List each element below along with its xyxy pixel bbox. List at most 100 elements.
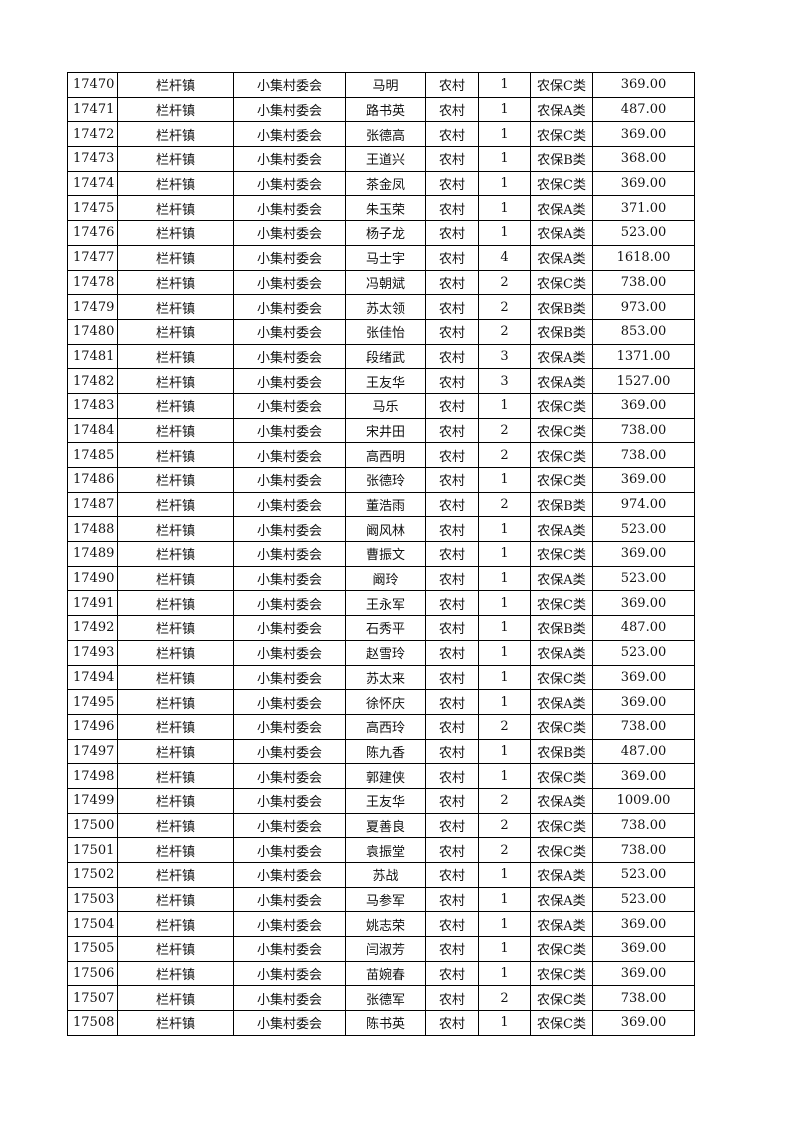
record-id-cell: 17490 — [67, 565, 118, 592]
residence-type-cell: 农村 — [425, 960, 479, 987]
table-row: 17486 栏杆镇 小集村委会 张德玲 农村 1 农保C类 369.00 — [67, 467, 695, 493]
amount-cell: 738.00 — [592, 713, 695, 740]
amount-cell: 523.00 — [592, 565, 695, 592]
person-name-cell: 张德军 — [345, 985, 426, 1012]
household-count-cell: 1 — [478, 170, 531, 197]
person-name-cell: 马参军 — [345, 886, 426, 913]
record-id-cell: 17473 — [67, 146, 118, 172]
insurance-category-cell: 农保C类 — [530, 72, 593, 98]
residence-type-cell: 农村 — [425, 615, 479, 641]
insurance-category-cell: 农保A类 — [530, 911, 593, 938]
town-cell: 栏杆镇 — [117, 615, 234, 641]
village-committee-cell: 小集村委会 — [233, 244, 346, 271]
amount-cell: 369.00 — [592, 689, 695, 715]
village-committee-cell: 小集村委会 — [233, 960, 346, 987]
village-committee-cell: 小集村委会 — [233, 72, 346, 98]
record-id-cell: 17476 — [67, 220, 118, 246]
town-cell: 栏杆镇 — [117, 985, 234, 1012]
town-cell: 栏杆镇 — [117, 195, 234, 222]
record-id-cell: 17491 — [67, 590, 118, 617]
record-id-cell: 17486 — [67, 467, 118, 493]
amount-cell: 1371.00 — [592, 343, 695, 370]
residence-type-cell: 农村 — [425, 146, 479, 172]
town-cell: 栏杆镇 — [117, 269, 234, 296]
record-id-cell: 17485 — [67, 442, 118, 468]
record-id-cell: 17502 — [67, 862, 118, 888]
person-name-cell: 王友华 — [345, 368, 426, 394]
record-id-cell: 17495 — [67, 689, 118, 715]
household-count-cell: 1 — [478, 146, 531, 172]
residence-type-cell: 农村 — [425, 170, 479, 197]
residence-type-cell: 农村 — [425, 72, 479, 98]
person-name-cell: 苏战 — [345, 862, 426, 888]
residence-type-cell: 农村 — [425, 343, 479, 370]
table-row: 17497 栏杆镇 小集村委会 陈九香 农村 1 农保B类 487.00 — [67, 738, 695, 765]
insurance-category-cell: 农保C类 — [530, 467, 593, 493]
record-id-cell: 17488 — [67, 516, 118, 543]
amount-cell: 487.00 — [592, 738, 695, 765]
table-row: 17477 栏杆镇 小集村委会 马士宇 农村 4 农保A类 1618.00 — [67, 244, 695, 271]
village-committee-cell: 小集村委会 — [233, 491, 346, 518]
person-name-cell: 闫淑芳 — [345, 936, 426, 962]
record-id-cell: 17481 — [67, 343, 118, 370]
residence-type-cell: 农村 — [425, 269, 479, 296]
residence-type-cell: 农村 — [425, 541, 479, 567]
town-cell: 栏杆镇 — [117, 664, 234, 691]
amount-cell: 523.00 — [592, 862, 695, 888]
town-cell: 栏杆镇 — [117, 220, 234, 246]
record-id-cell: 17487 — [67, 491, 118, 518]
table-row: 17501 栏杆镇 小集村委会 袁振堂 农村 2 农保C类 738.00 — [67, 837, 695, 863]
insurance-category-cell: 农保A类 — [530, 96, 593, 123]
table-row: 17496 栏杆镇 小集村委会 高西玲 农村 2 农保C类 738.00 — [67, 713, 695, 740]
record-id-cell: 17494 — [67, 664, 118, 691]
person-name-cell: 宋井田 — [345, 417, 426, 444]
town-cell: 栏杆镇 — [117, 639, 234, 666]
amount-cell: 369.00 — [592, 664, 695, 691]
record-id-cell: 17507 — [67, 985, 118, 1012]
household-count-cell: 2 — [478, 417, 531, 444]
residence-type-cell: 农村 — [425, 318, 479, 345]
household-count-cell: 1 — [478, 1010, 531, 1036]
town-cell: 栏杆镇 — [117, 960, 234, 987]
insurance-category-cell: 农保B类 — [530, 294, 593, 320]
town-cell: 栏杆镇 — [117, 738, 234, 765]
household-count-cell: 2 — [478, 269, 531, 296]
household-count-cell: 3 — [478, 368, 531, 394]
residence-type-cell: 农村 — [425, 1010, 479, 1036]
insurance-category-cell: 农保A类 — [530, 244, 593, 271]
record-id-cell: 17497 — [67, 738, 118, 765]
insurance-category-cell: 农保B类 — [530, 738, 593, 765]
record-id-cell: 17492 — [67, 615, 118, 641]
record-id-cell: 17478 — [67, 269, 118, 296]
village-committee-cell: 小集村委会 — [233, 516, 346, 543]
residence-type-cell: 农村 — [425, 442, 479, 468]
table-row: 17507 栏杆镇 小集村委会 张德军 农村 2 农保C类 738.00 — [67, 985, 695, 1012]
insurance-category-cell: 农保A类 — [530, 343, 593, 370]
amount-cell: 1009.00 — [592, 787, 695, 814]
amount-cell: 369.00 — [592, 121, 695, 148]
town-cell: 栏杆镇 — [117, 936, 234, 962]
village-committee-cell: 小集村委会 — [233, 738, 346, 765]
village-committee-cell: 小集村委会 — [233, 763, 346, 789]
household-count-cell: 3 — [478, 343, 531, 370]
household-count-cell: 2 — [478, 318, 531, 345]
residence-type-cell: 农村 — [425, 516, 479, 543]
record-id-cell: 17477 — [67, 244, 118, 271]
person-name-cell: 陈九香 — [345, 738, 426, 765]
village-committee-cell: 小集村委会 — [233, 96, 346, 123]
amount-cell: 523.00 — [592, 886, 695, 913]
village-committee-cell: 小集村委会 — [233, 442, 346, 468]
record-id-cell: 17470 — [67, 72, 118, 98]
person-name-cell: 冯朝斌 — [345, 269, 426, 296]
person-name-cell: 杨子龙 — [345, 220, 426, 246]
household-count-cell: 2 — [478, 812, 531, 839]
table-row: 17489 栏杆镇 小集村委会 曹振文 农村 1 农保C类 369.00 — [67, 541, 695, 567]
village-committee-cell: 小集村委会 — [233, 886, 346, 913]
residence-type-cell: 农村 — [425, 911, 479, 938]
table-row: 17472 栏杆镇 小集村委会 张德高 农村 1 农保C类 369.00 — [67, 121, 695, 148]
insurance-category-cell: 农保C类 — [530, 837, 593, 863]
household-count-cell: 1 — [478, 590, 531, 617]
record-id-cell: 17475 — [67, 195, 118, 222]
household-count-cell: 1 — [478, 886, 531, 913]
residence-type-cell: 农村 — [425, 812, 479, 839]
